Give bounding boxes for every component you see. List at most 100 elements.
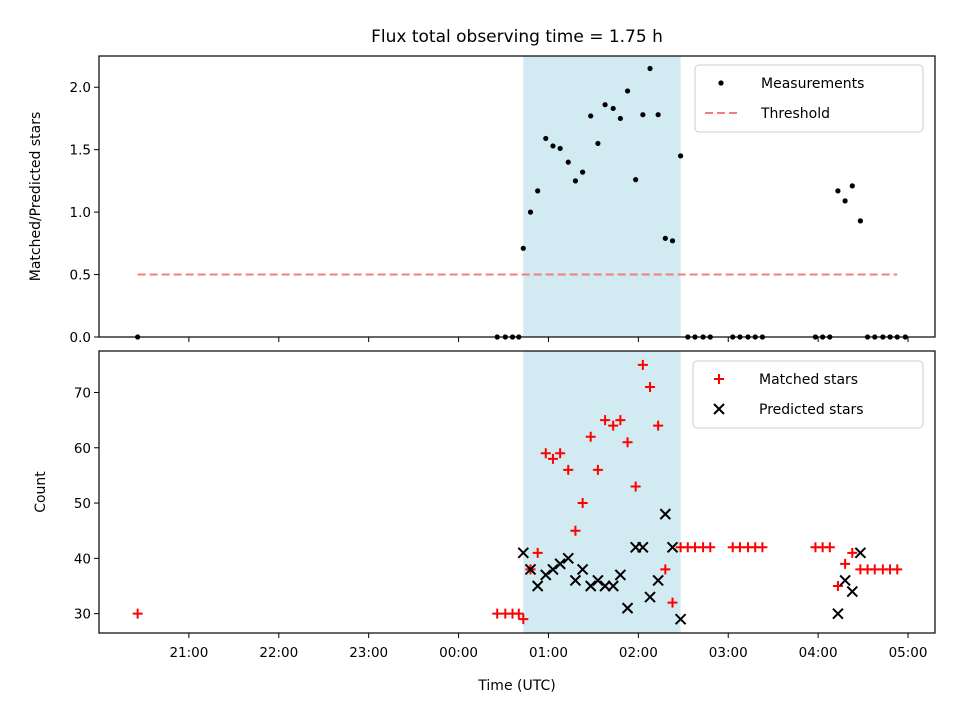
data-point (554, 558, 566, 570)
legend-label: Measurements (761, 76, 864, 92)
x-tick-label: 23:00 (349, 645, 388, 661)
data-point (647, 65, 653, 72)
data-point (520, 245, 526, 251)
data-point (678, 153, 684, 159)
data-point (644, 591, 656, 603)
legend-box (694, 64, 924, 133)
x-axis-label: Time (UTC) (477, 678, 555, 694)
data-point (518, 614, 529, 625)
data-point (854, 547, 867, 559)
data-point (527, 209, 534, 215)
y-tick-label: 1.5 (70, 143, 91, 159)
data-point (637, 359, 648, 370)
data-point (570, 525, 581, 536)
data-point (535, 188, 541, 194)
axes-frame (98, 350, 936, 634)
data-point (585, 431, 596, 442)
highlight-band (523, 56, 681, 337)
data-point (547, 563, 559, 576)
legend-box (692, 360, 924, 429)
data-point (572, 178, 579, 184)
y-tick-label: 1.0 (70, 205, 91, 221)
x-tick-label: 01:00 (529, 645, 568, 661)
data-point (832, 607, 844, 620)
y-tick-label: 0.0 (70, 330, 91, 346)
data-point (563, 464, 574, 475)
x-tick-label: 03:00 (709, 645, 748, 661)
data-point (659, 508, 672, 520)
x-tick-label: 02:00 (619, 645, 658, 661)
y-axis-label: Matched/Predicted stars (28, 112, 44, 282)
data-point (600, 415, 611, 426)
panel-1: 0.0 0.5 1.0 1.5 2.0 Matched/Predicted stars Me… (28, 55, 936, 346)
data-point (599, 580, 611, 592)
legend-label: Threshold (760, 106, 830, 122)
data-point (608, 420, 619, 431)
data-point (640, 112, 646, 118)
data-point (667, 597, 678, 608)
data-point (835, 188, 841, 194)
legend-label: Matched stars (759, 372, 858, 388)
highlight-band (523, 351, 681, 633)
data-point (655, 112, 661, 118)
data-point (846, 585, 859, 598)
data-point (615, 415, 626, 426)
data-point (637, 541, 649, 554)
data-point (565, 159, 571, 165)
data-point (666, 541, 679, 554)
data-point (674, 613, 687, 625)
data-point (705, 542, 716, 553)
data-point (669, 238, 676, 244)
legend-label: Predicted stars (759, 402, 864, 418)
data-point (840, 558, 851, 569)
y-tick-label: 60 (74, 441, 91, 457)
data-point (602, 102, 608, 108)
data-point (592, 464, 603, 475)
data-point (562, 552, 574, 565)
data-point (653, 420, 664, 431)
data-point (847, 547, 858, 558)
y-tick-label: 2.0 (70, 80, 91, 96)
data-point (513, 608, 524, 619)
data-point (832, 581, 843, 591)
y-tick-label: 0.5 (70, 268, 91, 284)
data-point (842, 198, 848, 204)
data-point (630, 481, 641, 492)
data-point (652, 574, 664, 587)
data-point (555, 448, 566, 459)
chart-title: Flux total observing time = 1.75 h (371, 27, 663, 47)
y-axis-label: Count (33, 471, 49, 513)
data-point (662, 235, 668, 241)
data-point (624, 88, 631, 94)
series-predicted-stars (517, 508, 867, 625)
data-point (547, 453, 558, 464)
panel-2: 30 40 50 60 70 21:00 22:00 23:00 00:00 01:00 02:00… (33, 350, 936, 661)
data-point (531, 580, 544, 592)
data-point (595, 140, 601, 147)
data-point (532, 547, 543, 558)
legend-swatch (713, 403, 725, 415)
data-point (585, 580, 597, 592)
y-tick-label: 70 (74, 385, 91, 401)
data-point (757, 542, 768, 553)
data-point (592, 574, 604, 587)
data-point (839, 574, 851, 587)
legend: Measurements Threshold (694, 64, 924, 133)
data-point (524, 563, 537, 576)
data-point (824, 542, 835, 553)
data-point (614, 569, 627, 581)
data-point (622, 437, 633, 448)
data-point (557, 145, 563, 152)
data-point (660, 564, 671, 575)
data-point (132, 608, 143, 619)
x-tick-label: 00:00 (439, 645, 478, 661)
data-point (892, 564, 903, 575)
data-point (550, 143, 556, 149)
data-point (849, 183, 855, 189)
data-point (617, 115, 623, 122)
data-point (517, 547, 529, 559)
data-point (577, 498, 588, 509)
data-point (540, 448, 551, 459)
x-tick-label: 05:00 (889, 645, 928, 661)
x-tick-label: 04:00 (799, 645, 838, 661)
